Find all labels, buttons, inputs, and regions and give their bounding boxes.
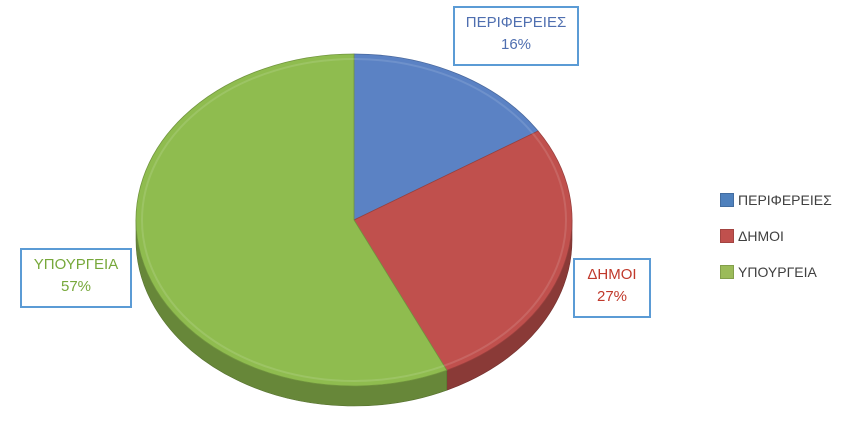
legend-label-periferies: ΠΕΡΙΦΕΡΕΙΕΣ [738,192,832,208]
data-label-dimoi-name: ΔΗΜΟΙ [587,266,637,283]
data-label-periferies: ΠΕΡΙΦΕΡΕΙΕΣ 16% [453,6,579,66]
data-label-periferies-name: ΠΕΡΙΦΕΡΕΙΕΣ [465,14,567,31]
legend-swatch-periferies [720,193,734,207]
legend-swatch-dimoi [720,229,734,243]
pie-top-layer [135,53,573,387]
legend-label-dimoi: ΔΗΜΟΙ [738,228,784,244]
legend-item-ypourgeia: ΥΠΟΥΡΓΕΙΑ [720,262,832,282]
pie-slice-1 [353,130,573,371]
data-label-dimoi: ΔΗΜΟΙ 27% [573,258,651,318]
pie-bevel [141,58,567,382]
legend-swatch-ypourgeia [720,265,734,279]
data-label-ypourgeia-name: ΥΠΟΥΡΓΕΙΑ [33,256,119,273]
legend-item-dimoi: ΔΗΜΟΙ [720,226,832,246]
data-label-ypourgeia-value: 57% [60,278,92,295]
pie-slice-2 [135,53,448,387]
data-label-dimoi-value: 27% [596,288,628,305]
pie-slice-0 [353,53,539,221]
data-label-ypourgeia: ΥΠΟΥΡΓΕΙΑ 57% [20,248,132,308]
data-label-periferies-value: 16% [500,36,532,53]
legend-label-ypourgeia: ΥΠΟΥΡΓΕΙΑ [738,264,817,280]
legend-item-periferies: ΠΕΡΙΦΕΡΕΙΕΣ [720,190,832,210]
legend: ΠΕΡΙΦΕΡΕΙΕΣ ΔΗΜΟΙ ΥΠΟΥΡΓΕΙΑ [720,190,832,298]
